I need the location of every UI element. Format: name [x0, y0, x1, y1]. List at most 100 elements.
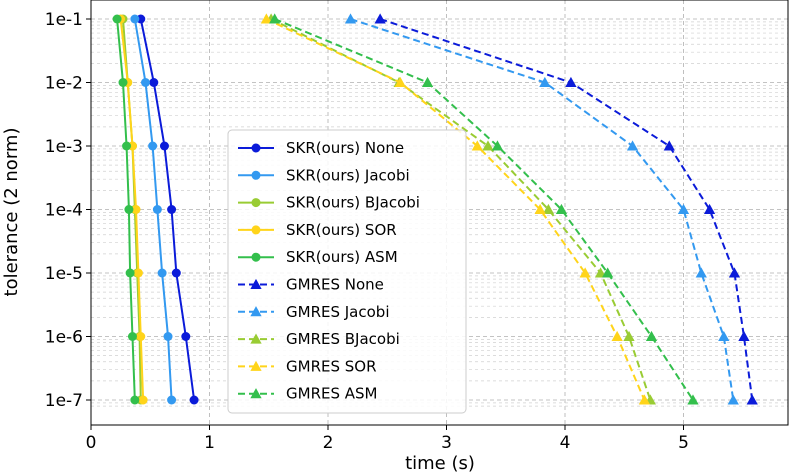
legend-entry: SKR(ours) ASM	[238, 248, 398, 266]
legend-label: SKR(ours) ASM	[286, 248, 398, 266]
legend-entry: GMRES None	[238, 276, 384, 294]
legend-label: SKR(ours) BJacobi	[286, 194, 420, 212]
x-tick-label: 2	[323, 433, 334, 453]
series-gmres-none	[374, 13, 758, 405]
data-point	[565, 76, 577, 87]
data-point	[728, 267, 741, 278]
x-tick-label: 5	[678, 433, 689, 453]
x-tick-label: 4	[560, 433, 571, 453]
legend-entry: SKR(ours) None	[238, 139, 404, 157]
data-point	[251, 170, 261, 180]
data-point	[157, 268, 167, 278]
data-point	[663, 140, 675, 151]
data-point	[260, 13, 273, 24]
data-point	[542, 203, 555, 214]
legend-label: GMRES BJacobi	[286, 330, 400, 348]
data-point	[250, 278, 262, 289]
data-point	[250, 388, 262, 399]
data-point	[159, 141, 169, 151]
legend-label: GMRES ASM	[286, 385, 377, 403]
x-tick-label: 3	[441, 433, 452, 453]
data-point	[124, 205, 134, 214]
data-point	[727, 394, 739, 405]
y-tick-label: 1e-2	[45, 74, 83, 94]
x-tick-label: 1	[204, 433, 215, 453]
data-point	[645, 330, 658, 341]
series-skr-ours-jacobi	[130, 14, 177, 405]
legend-entry: GMRES BJacobi	[238, 330, 400, 348]
data-point	[555, 203, 568, 214]
data-point	[491, 140, 504, 151]
data-point	[250, 333, 262, 344]
legend-entry: GMRES SOR	[238, 357, 377, 375]
data-point	[250, 306, 262, 317]
data-point	[677, 203, 690, 214]
legend-entry: SKR(ours) Jacobi	[238, 166, 410, 184]
data-point	[394, 76, 406, 87]
data-point	[594, 267, 607, 278]
ticks: 0 1 2 3 4 5 1e-1 1e-2 1e-3 1e-4 1e-5 1e-6 1e-7	[45, 10, 689, 453]
legend-label: GMRES SOR	[286, 357, 377, 375]
data-point	[152, 205, 162, 214]
data-point	[148, 141, 158, 151]
legend-label: GMRES None	[286, 276, 384, 294]
data-point	[250, 360, 262, 371]
data-point	[171, 268, 181, 278]
x-tick-label: 0	[86, 433, 97, 453]
legend-label: SKR(ours) Jacobi	[286, 166, 410, 184]
data-point	[623, 330, 635, 341]
data-point	[746, 394, 758, 405]
legend-label: SKR(ours) None	[286, 139, 404, 157]
data-point	[687, 394, 699, 405]
data-point	[136, 332, 146, 341]
data-point	[638, 394, 651, 405]
data-point	[421, 76, 434, 87]
y-axis-label: tolerance (2 norm)	[1, 128, 22, 297]
legend-label: GMRES Jacobi	[286, 303, 389, 321]
data-point	[149, 78, 159, 87]
data-point	[695, 267, 707, 278]
y-tick-label: 1e-4	[45, 201, 83, 221]
data-point	[251, 225, 261, 235]
data-point	[163, 332, 173, 341]
legend-entry: GMRES Jacobi	[238, 303, 389, 321]
y-tick-label: 1e-1	[45, 10, 83, 30]
data-point	[602, 267, 614, 278]
data-point	[122, 141, 132, 151]
data-point	[579, 267, 591, 278]
series-skr-ours-none	[136, 14, 199, 405]
data-point	[112, 14, 122, 24]
data-point	[167, 205, 177, 214]
y-tick-label: 1e-6	[45, 328, 83, 348]
legend-box	[227, 129, 467, 414]
series-gmres-jacobi	[344, 13, 739, 405]
data-point	[181, 332, 191, 341]
legend-entry: GMRES ASM	[238, 385, 377, 403]
data-point	[251, 252, 261, 262]
data-point	[374, 13, 386, 24]
data-point	[131, 205, 141, 214]
legend: SKR(ours) None SKR(ours) Jacobi SKR(ours) …	[227, 129, 467, 414]
data-point	[738, 330, 750, 341]
x-axis-label: time (s)	[405, 453, 475, 474]
data-point	[130, 14, 140, 24]
data-point	[141, 78, 151, 87]
legend-entry: SKR(ours) BJacobi	[238, 194, 420, 212]
data-point	[133, 268, 143, 278]
y-tick-label: 1e-7	[45, 391, 83, 411]
data-point	[344, 13, 357, 24]
data-point	[125, 268, 135, 278]
legend-entry: SKR(ours) SOR	[238, 221, 397, 239]
plot-frame	[90, 0, 789, 426]
data-point	[703, 203, 716, 214]
data-point	[189, 395, 199, 405]
data-point	[482, 140, 494, 151]
data-point	[127, 332, 137, 341]
y-tick-label: 1e-3	[45, 137, 83, 157]
data-point	[118, 78, 128, 87]
data-point	[611, 330, 623, 341]
data-point	[269, 13, 281, 24]
data-point	[471, 140, 483, 151]
data-point	[251, 198, 261, 208]
